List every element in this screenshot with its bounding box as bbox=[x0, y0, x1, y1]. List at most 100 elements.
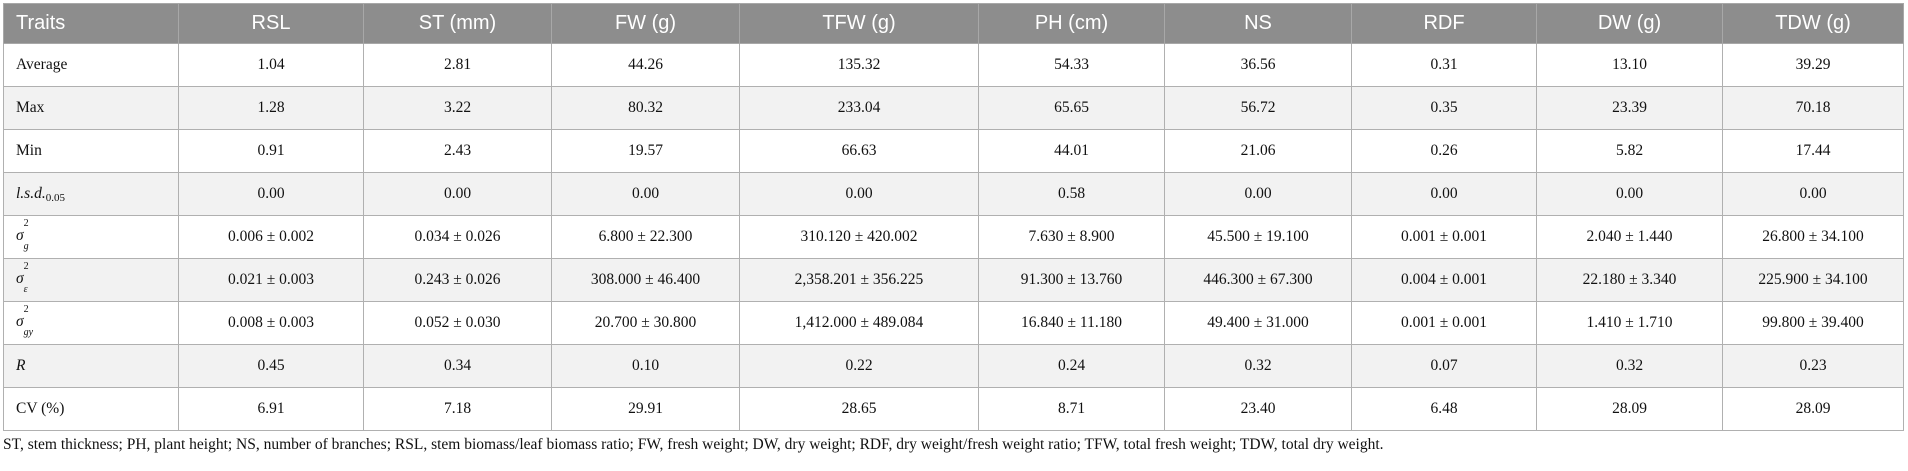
table-cell: 1.28 bbox=[178, 86, 364, 130]
table-cell: 0.00 bbox=[1536, 172, 1723, 216]
table-cell: 54.33 bbox=[978, 43, 1165, 87]
sigma-symbol: σ2g bbox=[16, 218, 29, 252]
header-cell: RDF bbox=[1351, 3, 1537, 44]
table-cell: 0.052 ± 0.030 bbox=[363, 301, 552, 345]
table-cell: 446.300 ± 67.300 bbox=[1164, 258, 1352, 302]
sigma-symbol: σ2gy bbox=[16, 304, 34, 338]
table-cell: 6.91 bbox=[178, 387, 364, 431]
table-cell: 0.001 ± 0.001 bbox=[1351, 301, 1537, 345]
table-cell: 0.00 bbox=[1164, 172, 1352, 216]
table-cell: 233.04 bbox=[739, 86, 979, 130]
table-cell: 0.001 ± 0.001 bbox=[1351, 215, 1537, 259]
table-cell: 0.10 bbox=[551, 344, 740, 388]
row-label: σ2ε bbox=[3, 258, 179, 302]
table-cell: 56.72 bbox=[1164, 86, 1352, 130]
table-cell: 0.24 bbox=[978, 344, 1165, 388]
table-cell: 0.021 ± 0.003 bbox=[178, 258, 364, 302]
table-cell: 2.040 ± 1.440 bbox=[1536, 215, 1723, 259]
table-cell: 0.26 bbox=[1351, 129, 1537, 173]
table-cell: 0.23 bbox=[1722, 344, 1904, 388]
table-cell: 45.500 ± 19.100 bbox=[1164, 215, 1352, 259]
table-cell: 0.00 bbox=[363, 172, 552, 216]
header-cell: TDW (g) bbox=[1722, 3, 1904, 44]
row-label: σ2g bbox=[3, 215, 179, 259]
table-row: σ2gy 0.008 ± 0.003 0.052 ± 0.030 20.700 … bbox=[3, 301, 1904, 345]
table-cell: 135.32 bbox=[739, 43, 979, 87]
table-cell: 70.18 bbox=[1722, 86, 1904, 130]
table-cell: 0.45 bbox=[178, 344, 364, 388]
table-row: Max 1.28 3.22 80.32 233.04 65.65 56.72 0… bbox=[3, 86, 1904, 130]
table-row: R 0.45 0.34 0.10 0.22 0.24 0.32 0.07 0.3… bbox=[3, 344, 1904, 388]
table-row: l.s.d.0.05 0.00 0.00 0.00 0.00 0.58 0.00… bbox=[3, 172, 1904, 216]
table-cell: 1.04 bbox=[178, 43, 364, 87]
table-cell: 23.40 bbox=[1164, 387, 1352, 431]
table-cell: 0.32 bbox=[1164, 344, 1352, 388]
table-cell: 0.00 bbox=[739, 172, 979, 216]
header-cell: DW (g) bbox=[1536, 3, 1723, 44]
row-label: σ2gy bbox=[3, 301, 179, 345]
table-cell: 6.48 bbox=[1351, 387, 1537, 431]
table-cell: 36.56 bbox=[1164, 43, 1352, 87]
table-cell: 0.004 ± 0.001 bbox=[1351, 258, 1537, 302]
table-cell: 21.06 bbox=[1164, 129, 1352, 173]
table-cell: 23.39 bbox=[1536, 86, 1723, 130]
table-cell: 19.57 bbox=[551, 129, 740, 173]
table-cell: 5.82 bbox=[1536, 129, 1723, 173]
table-row: σ2ε 0.021 ± 0.003 0.243 ± 0.026 308.000 … bbox=[3, 258, 1904, 302]
table-cell: 0.07 bbox=[1351, 344, 1537, 388]
table-cell: 308.000 ± 46.400 bbox=[551, 258, 740, 302]
table-footnote: ST, stem thickness; PH, plant height; NS… bbox=[3, 436, 1384, 453]
table-cell: 7.18 bbox=[363, 387, 552, 431]
row-label: Max bbox=[3, 86, 179, 130]
table-cell: 99.800 ± 39.400 bbox=[1722, 301, 1904, 345]
row-label: Min bbox=[3, 129, 179, 173]
table-cell: 0.22 bbox=[739, 344, 979, 388]
row-label: l.s.d.0.05 bbox=[3, 172, 179, 216]
table-row: Average 1.04 2.81 44.26 135.32 54.33 36.… bbox=[3, 43, 1904, 87]
table-cell: 0.32 bbox=[1536, 344, 1723, 388]
table-row: σ2g 0.006 ± 0.002 0.034 ± 0.026 6.800 ± … bbox=[3, 215, 1904, 259]
table-cell: 0.91 bbox=[178, 129, 364, 173]
table-cell: 6.800 ± 22.300 bbox=[551, 215, 740, 259]
sigma-symbol: σ2ε bbox=[16, 261, 29, 295]
table-cell: 0.58 bbox=[978, 172, 1165, 216]
table-cell: 310.120 ± 420.002 bbox=[739, 215, 979, 259]
table-cell: 0.34 bbox=[363, 344, 552, 388]
row-label: Average bbox=[3, 43, 179, 87]
table-cell: 29.91 bbox=[551, 387, 740, 431]
table-cell: 26.800 ± 34.100 bbox=[1722, 215, 1904, 259]
table-cell: 20.700 ± 30.800 bbox=[551, 301, 740, 345]
table-cell: 0.006 ± 0.002 bbox=[178, 215, 364, 259]
traits-table: Traits RSL ST (mm) FW (g) TFW (g) PH (cm… bbox=[3, 3, 1904, 431]
table-cell: 2.81 bbox=[363, 43, 552, 87]
table-cell: 7.630 ± 8.900 bbox=[978, 215, 1165, 259]
table-cell: 44.01 bbox=[978, 129, 1165, 173]
table-cell: 0.35 bbox=[1351, 86, 1537, 130]
table-cell: 16.840 ± 11.180 bbox=[978, 301, 1165, 345]
table-cell: 28.09 bbox=[1722, 387, 1904, 431]
table-cell: 28.65 bbox=[739, 387, 979, 431]
table-cell: 80.32 bbox=[551, 86, 740, 130]
header-cell: FW (g) bbox=[551, 3, 740, 44]
table-cell: 13.10 bbox=[1536, 43, 1723, 87]
table-cell: 0.00 bbox=[178, 172, 364, 216]
header-cell: Traits bbox=[3, 3, 179, 44]
table-cell: 0.00 bbox=[551, 172, 740, 216]
table-cell: 66.63 bbox=[739, 129, 979, 173]
table-cell: 8.71 bbox=[978, 387, 1165, 431]
header-cell: ST (mm) bbox=[363, 3, 552, 44]
table-cell: 225.900 ± 34.100 bbox=[1722, 258, 1904, 302]
table-cell: 65.65 bbox=[978, 86, 1165, 130]
table-cell: 22.180 ± 3.340 bbox=[1536, 258, 1723, 302]
table-cell: 44.26 bbox=[551, 43, 740, 87]
row-label-subscript: 0.05 bbox=[45, 191, 65, 204]
header-cell: NS bbox=[1164, 3, 1352, 44]
table-cell: 49.400 ± 31.000 bbox=[1164, 301, 1352, 345]
row-label: R bbox=[3, 344, 179, 388]
table-cell: 2,358.201 ± 356.225 bbox=[739, 258, 979, 302]
table-cell: 1,412.000 ± 489.084 bbox=[739, 301, 979, 345]
header-row: Traits RSL ST (mm) FW (g) TFW (g) PH (cm… bbox=[3, 3, 1904, 44]
table-cell: 1.410 ± 1.710 bbox=[1536, 301, 1723, 345]
header-cell: RSL bbox=[178, 3, 364, 44]
row-label-main: l.s.d. bbox=[16, 184, 46, 202]
